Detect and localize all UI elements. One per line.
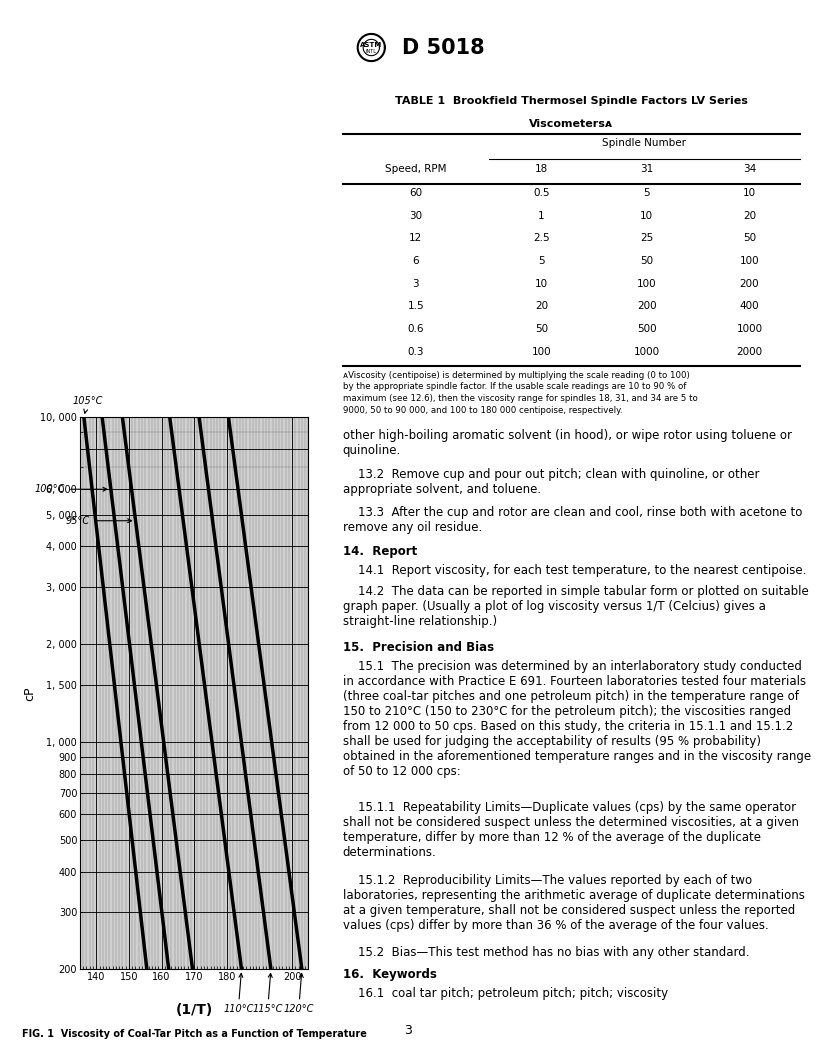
Y-axis label: cP: cP — [23, 686, 36, 700]
Text: 15.2  Bias—This test method has no bias with any other standard.: 15.2 Bias—This test method has no bias w… — [343, 946, 749, 960]
Text: 200: 200 — [636, 302, 656, 312]
Text: 12: 12 — [409, 233, 423, 243]
Text: 60: 60 — [410, 188, 423, 197]
Text: 5: 5 — [643, 188, 650, 197]
Text: INTL: INTL — [366, 49, 377, 54]
Text: 15.  Precision and Bias: 15. Precision and Bias — [343, 641, 494, 654]
Text: 2.5: 2.5 — [533, 233, 550, 243]
Text: 14.  Report: 14. Report — [343, 545, 417, 558]
Text: 3: 3 — [413, 279, 419, 288]
Text: 200: 200 — [739, 279, 759, 288]
Text: 0.6: 0.6 — [407, 324, 424, 334]
Text: 20: 20 — [535, 302, 548, 312]
Text: 100: 100 — [636, 279, 656, 288]
Text: 500: 500 — [636, 324, 656, 334]
Text: 10: 10 — [640, 211, 653, 221]
Text: 16.1  coal tar pitch; petroleum pitch; pitch; viscosity: 16.1 coal tar pitch; petroleum pitch; pi… — [343, 986, 667, 1000]
Text: 15.1.1  Repeatability Limits—Duplicate values (cps) by the same operator shall n: 15.1.1 Repeatability Limits—Duplicate va… — [343, 800, 799, 859]
Text: 105°C: 105°C — [73, 396, 103, 413]
Text: 1000: 1000 — [736, 324, 762, 334]
Text: 95°C: 95°C — [66, 515, 131, 526]
Text: 1000: 1000 — [633, 346, 659, 357]
Text: 50: 50 — [743, 233, 756, 243]
Text: 34: 34 — [743, 164, 756, 173]
Text: Spindle Number: Spindle Number — [602, 138, 686, 148]
Text: other high-boiling aromatic solvent (in hood), or wipe rotor using toluene or qu: other high-boiling aromatic solvent (in … — [343, 430, 792, 457]
Text: 15.1  The precision was determined by an interlaboratory study conducted in acco: 15.1 The precision was determined by an … — [343, 660, 811, 777]
Text: Speed, RPM: Speed, RPM — [385, 164, 446, 173]
Text: 120°C: 120°C — [283, 974, 314, 1015]
Text: 10: 10 — [535, 279, 548, 288]
Text: 2000: 2000 — [736, 346, 762, 357]
Text: 100: 100 — [739, 257, 759, 266]
Text: 1.5: 1.5 — [407, 302, 424, 312]
Text: 15.1.2  Reproducibility Limits—The values reported by each of two laboratories, : 15.1.2 Reproducibility Limits—The values… — [343, 873, 805, 931]
Text: 13.3  After the cup and rotor are clean and cool, rinse both with acetone to rem: 13.3 After the cup and rotor are clean a… — [343, 507, 802, 534]
Text: 16.  Keywords: 16. Keywords — [343, 967, 437, 981]
Text: 20: 20 — [743, 211, 756, 221]
Text: 1: 1 — [539, 211, 545, 221]
Text: 3: 3 — [404, 1024, 412, 1037]
Text: FIG. 1  Viscosity of Coal-Tar Pitch as a Function of Temperature: FIG. 1 Viscosity of Coal-Tar Pitch as a … — [22, 1029, 366, 1038]
Text: 18: 18 — [534, 164, 548, 173]
Text: TABLE 1  Brookfield Thermosel Spindle Factors LV Series: TABLE 1 Brookfield Thermosel Spindle Fac… — [395, 96, 747, 106]
Text: 110°C: 110°C — [223, 974, 254, 1015]
Text: Viscometersᴀ: Viscometersᴀ — [529, 119, 614, 129]
Text: 5: 5 — [539, 257, 545, 266]
Text: 30: 30 — [410, 211, 423, 221]
Text: 50: 50 — [535, 324, 548, 334]
Text: (1/T): (1/T) — [175, 1003, 213, 1017]
Text: 0.3: 0.3 — [407, 346, 424, 357]
Text: ᴀViscosity (centipoise) is determined by multiplying the scale reading (0 to 100: ᴀViscosity (centipoise) is determined by… — [343, 371, 698, 415]
Text: 25: 25 — [640, 233, 654, 243]
Text: 6: 6 — [413, 257, 419, 266]
Text: 14.1  Report viscosity, for each test temperature, to the nearest centipoise.: 14.1 Report viscosity, for each test tem… — [343, 564, 806, 577]
Text: 10: 10 — [743, 188, 756, 197]
Text: ASTM: ASTM — [360, 42, 383, 49]
Text: 400: 400 — [739, 302, 759, 312]
Text: D 5018: D 5018 — [402, 38, 485, 57]
Text: 100°C: 100°C — [35, 485, 107, 494]
Text: 100: 100 — [532, 346, 552, 357]
Text: 115°C: 115°C — [252, 974, 283, 1015]
Text: 50: 50 — [640, 257, 653, 266]
Text: 0.5: 0.5 — [533, 188, 550, 197]
Text: 14.2  The data can be reported in simple tabular form or plotted on suitable gra: 14.2 The data can be reported in simple … — [343, 585, 809, 628]
Text: 31: 31 — [640, 164, 654, 173]
Text: 13.2  Remove cup and pour out pitch; clean with quinoline, or other appropriate : 13.2 Remove cup and pour out pitch; clea… — [343, 468, 759, 496]
